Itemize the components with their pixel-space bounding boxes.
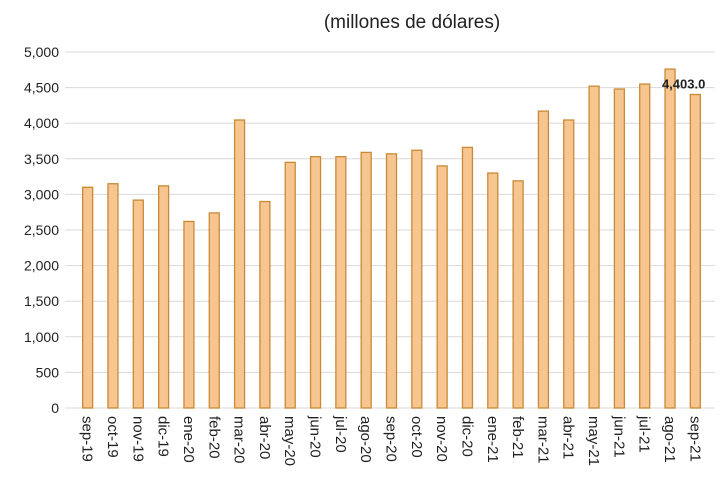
x-tick-label: may-20: [281, 416, 298, 466]
bar: [537, 110, 550, 409]
bar: [107, 183, 119, 409]
x-tick-label: jun-20: [307, 415, 324, 458]
bar: [411, 149, 423, 409]
bar: [233, 119, 246, 409]
x-tick-label: mar-21: [534, 416, 551, 464]
y-tick-label: 500: [36, 364, 60, 380]
x-tick-label: sep-19: [79, 416, 96, 462]
bar: [157, 185, 170, 409]
x-tick-label: may-21: [585, 416, 602, 466]
y-tick-label: 3,000: [24, 186, 59, 202]
x-tick-label: ago-20: [357, 416, 374, 463]
bar: [385, 153, 398, 409]
y-tick-label: 5,000: [24, 44, 59, 60]
x-tick-label: ene-21: [484, 416, 501, 463]
x-tick-label: dic-20: [458, 416, 475, 457]
x-tick-label: sep-21: [686, 416, 703, 462]
bar: [309, 156, 322, 409]
bar: [360, 151, 372, 409]
y-tick-label: 1,000: [24, 329, 59, 345]
x-tick-label: abr-20: [256, 416, 273, 459]
bar: [82, 186, 94, 409]
bar: [639, 83, 651, 409]
x-tick-label: jul-21: [636, 415, 653, 453]
x-tick-label: ago-21: [661, 416, 678, 463]
x-tick-label: ene-20: [180, 416, 197, 463]
x-tick-label: jul-20: [332, 415, 349, 453]
x-tick-label: abr-21: [560, 416, 577, 459]
x-tick-label: feb-20: [205, 416, 222, 459]
bar: [259, 200, 271, 409]
bar: [487, 172, 499, 409]
bar: [335, 156, 347, 409]
y-tick-label: 0: [51, 400, 59, 416]
x-tick-label: oct-20: [408, 416, 425, 458]
bar: [436, 165, 448, 409]
y-tick-label: 1,500: [24, 293, 59, 309]
bar: [461, 146, 474, 409]
bar: [664, 68, 676, 409]
x-tick-label: feb-21: [509, 416, 526, 459]
x-tick-label: dic-19: [155, 416, 172, 457]
x-tick-label: oct-19: [104, 416, 121, 458]
value-label: 4,403.0: [662, 77, 705, 92]
y-tick-label: 3,500: [24, 151, 59, 167]
y-tick-label: 2,000: [24, 258, 59, 274]
x-tick-label: nov-20: [433, 416, 450, 462]
chart-subtitle: (millones de dólares): [324, 12, 500, 33]
bar: [132, 199, 144, 409]
bar: [689, 93, 701, 409]
y-tick-label: 2,500: [24, 222, 59, 238]
y-tick-label: 4,000: [24, 115, 59, 131]
bar: [284, 161, 296, 409]
x-tick-label: mar-20: [231, 416, 248, 464]
bar: [208, 212, 220, 409]
x-tick-label: sep-20: [383, 416, 400, 462]
x-tick-label: nov-19: [129, 416, 146, 462]
bar: [183, 220, 195, 409]
y-tick-label: 4,500: [24, 80, 59, 96]
bar: [563, 119, 575, 409]
bar: [613, 88, 626, 409]
bar: [588, 85, 600, 409]
x-tick-label: jun-21: [610, 415, 627, 458]
bar: [512, 180, 524, 409]
